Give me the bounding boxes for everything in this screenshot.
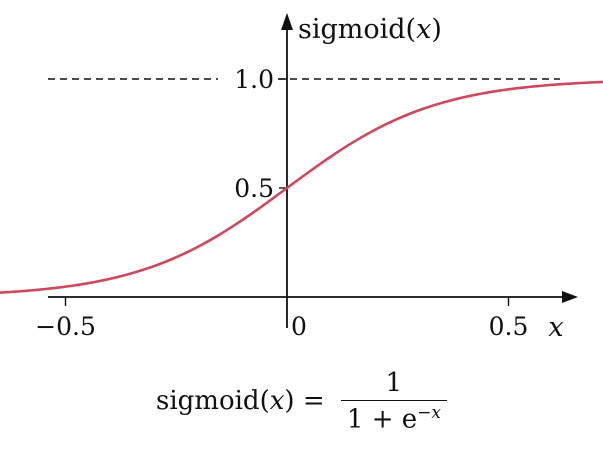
formula-exponent: −x <box>417 403 441 423</box>
y-tick-label: 0.5 <box>234 174 274 203</box>
x-axis-title: x <box>548 312 563 343</box>
formula-denominator-base: 1 + e <box>346 404 418 435</box>
y-title-func: sigmoid( <box>298 14 416 45</box>
y-ticks: 0.5 1.0 <box>234 65 287 203</box>
axes <box>48 13 578 328</box>
sigmoid-curve <box>0 80 603 294</box>
x-ticks: −1.0−0.500.51.0 <box>35 297 529 341</box>
formula-var: x <box>269 386 285 417</box>
y-tick-label: 1.0 <box>234 65 274 94</box>
formula-fraction: 1 1 + e−x <box>340 368 447 435</box>
y-axis-title: sigmoid(x) <box>298 14 442 45</box>
x-tick-label: 0.5 <box>489 312 529 341</box>
formula-equals: = <box>302 386 325 417</box>
formula-denominator: 1 + e−x <box>341 401 447 435</box>
formula-func-name: sigmoid <box>156 386 260 417</box>
y-title-close: ) <box>431 14 442 45</box>
formula-lhs: sigmoid(x) = <box>156 386 325 417</box>
x-tick-label: 0 <box>291 312 307 341</box>
formula-numerator: 1 <box>340 368 447 401</box>
y-axis-arrowhead <box>281 13 293 30</box>
sigmoid-formula: sigmoid(x) = 1 1 + e−x <box>0 368 603 435</box>
x-tick-label: −0.5 <box>35 312 96 341</box>
y-title-var: x <box>416 14 431 45</box>
x-axis-arrowhead <box>562 291 578 303</box>
series-group <box>0 80 603 294</box>
